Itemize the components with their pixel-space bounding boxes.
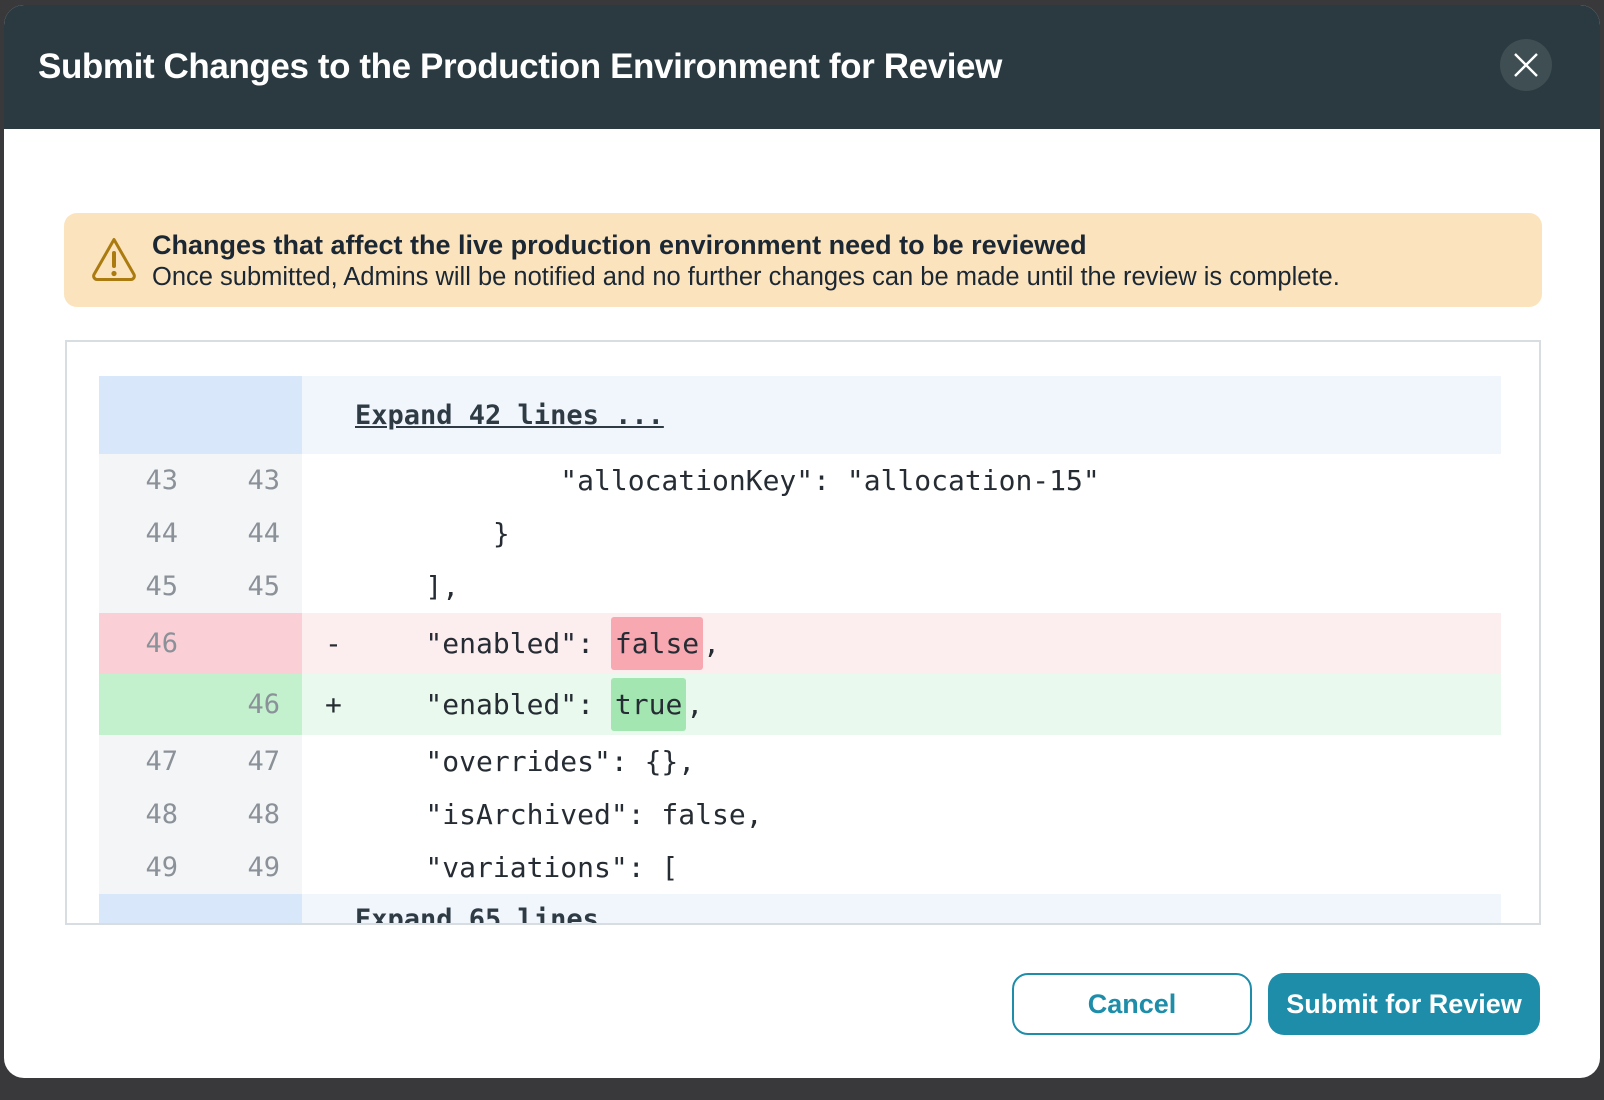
diff-line-46-added: 46 + "enabled": true, [99, 674, 1501, 735]
modal-header: Submit Changes to the Production Environ… [4, 5, 1600, 129]
new-line-number: 47 [200, 735, 302, 788]
old-line-number: 45 [99, 560, 200, 613]
diff-line-44: 44 44 } [99, 507, 1501, 560]
new-line-number: 48 [200, 788, 302, 841]
code-text: , [703, 627, 721, 660]
removed-marker: - [325, 627, 342, 660]
code-text: } [358, 517, 510, 550]
removed-token: false [610, 617, 704, 670]
new-line-number: 43 [200, 454, 302, 507]
new-line-number: 49 [200, 841, 302, 894]
diff-expand-gutter [99, 376, 302, 454]
submit-changes-modal: Submit Changes to the Production Environ… [4, 5, 1600, 1078]
old-line-number: 46 [99, 613, 200, 674]
old-line-number: 43 [99, 454, 200, 507]
new-line-number: 45 [200, 560, 302, 613]
old-line-number: 47 [99, 735, 200, 788]
submit-for-review-button[interactable]: Submit for Review [1268, 973, 1540, 1035]
expand-lines-link-bottom[interactable]: Expand 65 lines ... [355, 904, 664, 925]
code-text: "enabled": [358, 688, 611, 721]
new-line-number [200, 613, 302, 674]
old-line-number: 48 [99, 788, 200, 841]
diff-viewer[interactable]: Expand 42 lines ... 43 43 "allocationKey… [65, 340, 1541, 925]
warning-text: Changes that affect the live production … [152, 228, 1340, 293]
diff-table: Expand 42 lines ... 43 43 "allocationKey… [99, 376, 1501, 925]
code-text: ], [358, 570, 460, 603]
modal-title: Submit Changes to the Production Environ… [38, 47, 1002, 86]
old-line-number [99, 674, 200, 735]
diff-line-47: 47 47 "overrides": {}, [99, 735, 1501, 788]
new-line-number: 44 [200, 507, 302, 560]
diff-expand-gutter [99, 894, 302, 923]
old-line-number: 49 [99, 841, 200, 894]
code-text: "variations": [ [358, 851, 679, 884]
old-line-number: 44 [99, 507, 200, 560]
code-text: , [686, 688, 704, 721]
code-text: "allocationKey": "allocation-15" [358, 464, 1100, 497]
added-marker: + [325, 688, 342, 721]
cancel-button[interactable]: Cancel [1012, 973, 1252, 1035]
diff-line-48: 48 48 "isArchived": false, [99, 788, 1501, 841]
warning-triangle-icon [90, 237, 152, 283]
new-line-number: 46 [200, 674, 302, 735]
code-text: "enabled": [358, 627, 611, 660]
code-text: "overrides": {}, [358, 745, 696, 778]
diff-expand-row-bottom: Expand 65 lines ... [99, 894, 1501, 925]
close-x-icon [1513, 52, 1539, 78]
warning-banner: Changes that affect the live production … [64, 213, 1542, 307]
warning-body: Once submitted, Admins will be notified … [152, 262, 1340, 291]
diff-line-45: 45 45 ], [99, 560, 1501, 613]
diff-line-49: 49 49 "variations": [ [99, 841, 1501, 894]
diff-line-46-removed: 46 - "enabled": false, [99, 613, 1501, 674]
diff-expand-row-top: Expand 42 lines ... [99, 376, 1501, 454]
expand-lines-link-top[interactable]: Expand 42 lines ... [355, 399, 664, 431]
warning-heading: Changes that affect the live production … [152, 229, 1087, 260]
code-text: "isArchived": false, [358, 798, 763, 831]
close-button[interactable] [1500, 39, 1552, 91]
added-token: true [610, 678, 687, 731]
diff-line-43: 43 43 "allocationKey": "allocation-15" [99, 454, 1501, 507]
